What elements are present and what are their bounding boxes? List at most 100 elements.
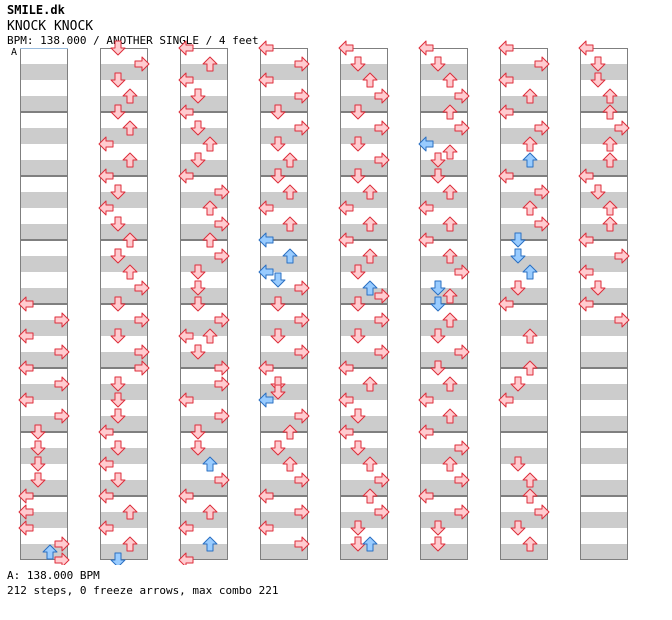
beat-stripe [180, 160, 228, 176]
beat-stripe [420, 480, 468, 496]
down-arrow-icon [430, 296, 446, 312]
down-arrow-icon [270, 384, 286, 400]
left-arrow-icon [98, 136, 114, 152]
down-arrow-icon [350, 168, 366, 184]
down-arrow-icon [590, 280, 606, 296]
down-arrow-icon [190, 424, 206, 440]
right-arrow-icon [534, 504, 550, 520]
left-arrow-icon [338, 40, 354, 56]
beat-stripe [260, 480, 308, 496]
left-arrow-icon [18, 488, 34, 504]
beat-stripe [580, 64, 628, 80]
right-arrow-icon [134, 360, 150, 376]
beat-stripe [420, 352, 468, 368]
beat-stripe [20, 160, 68, 176]
measure-box [20, 176, 68, 240]
beat-stripe [580, 480, 628, 496]
down-arrow-icon [110, 408, 126, 424]
bpm-marker: A [11, 47, 18, 58]
right-arrow-icon [374, 344, 390, 360]
left-arrow-icon [578, 40, 594, 56]
beat-stripe [580, 512, 628, 528]
left-arrow-icon [418, 488, 434, 504]
beat-stripe [340, 128, 388, 144]
beat-stripe [500, 128, 548, 144]
left-arrow-icon [18, 504, 34, 520]
measure-box [20, 240, 68, 304]
left-arrow-icon [258, 232, 274, 248]
beat-stripe [20, 320, 68, 336]
down-arrow-icon [590, 72, 606, 88]
stats-line: 212 steps, 0 freeze arrows, max combo 22… [7, 584, 279, 597]
down-arrow-icon [190, 440, 206, 456]
left-arrow-icon [498, 168, 514, 184]
right-arrow-icon [534, 216, 550, 232]
up-arrow-icon [442, 248, 458, 264]
down-arrow-icon [350, 328, 366, 344]
beat-stripe [340, 160, 388, 176]
down-arrow-icon [350, 296, 366, 312]
beat-stripe [100, 64, 148, 80]
down-arrow-icon [350, 104, 366, 120]
chart-info: BPM: 138.000 / ANOTHER SINGLE / 4 feet [7, 34, 259, 47]
measure-box [20, 112, 68, 176]
right-arrow-icon [134, 56, 150, 72]
up-arrow-icon [442, 72, 458, 88]
left-arrow-icon [178, 168, 194, 184]
down-arrow-icon [430, 360, 446, 376]
left-arrow-icon [338, 232, 354, 248]
up-arrow-icon [282, 152, 298, 168]
beat-stripe [580, 448, 628, 464]
up-arrow-icon [122, 536, 138, 552]
left-arrow-icon [498, 72, 514, 88]
beat-stripe [260, 352, 308, 368]
down-arrow-icon [30, 440, 46, 456]
beat-stripe [180, 352, 228, 368]
beat-stripe [180, 480, 228, 496]
beat-stripe [20, 448, 68, 464]
beat-stripe [180, 320, 228, 336]
beat-stripe [180, 544, 228, 560]
left-arrow-icon [178, 328, 194, 344]
down-arrow-icon [190, 280, 206, 296]
right-arrow-icon [614, 248, 630, 264]
up-arrow-icon [202, 328, 218, 344]
beat-stripe [260, 160, 308, 176]
right-arrow-icon [294, 344, 310, 360]
left-arrow-icon [338, 392, 354, 408]
right-arrow-icon [454, 472, 470, 488]
beat-stripe [20, 128, 68, 144]
left-arrow-icon [98, 520, 114, 536]
left-arrow-icon [18, 392, 34, 408]
down-arrow-icon [110, 40, 126, 56]
down-arrow-icon [110, 472, 126, 488]
up-arrow-icon [442, 456, 458, 472]
up-arrow-icon [122, 264, 138, 280]
up-arrow-icon [362, 536, 378, 552]
site-name: SMILE.dk [7, 3, 65, 17]
down-arrow-icon [110, 216, 126, 232]
up-arrow-icon [122, 232, 138, 248]
down-arrow-icon [270, 168, 286, 184]
measure-box [580, 368, 628, 432]
beat-stripe [340, 512, 388, 528]
right-arrow-icon [294, 536, 310, 552]
up-arrow-icon [202, 56, 218, 72]
down-arrow-icon [110, 376, 126, 392]
up-arrow-icon [522, 360, 538, 376]
step-chart [18, 40, 630, 565]
up-arrow-icon [442, 144, 458, 160]
beat-stripe [340, 192, 388, 208]
beat-stripe [180, 288, 228, 304]
left-arrow-icon [178, 520, 194, 536]
beat-stripe [500, 224, 548, 240]
beat-stripe [340, 224, 388, 240]
up-arrow-icon [602, 136, 618, 152]
beat-stripe [500, 192, 548, 208]
up-arrow-icon [362, 376, 378, 392]
right-arrow-icon [294, 504, 310, 520]
down-arrow-icon [110, 72, 126, 88]
beat-stripe [500, 320, 548, 336]
left-arrow-icon [258, 72, 274, 88]
left-arrow-icon [418, 392, 434, 408]
